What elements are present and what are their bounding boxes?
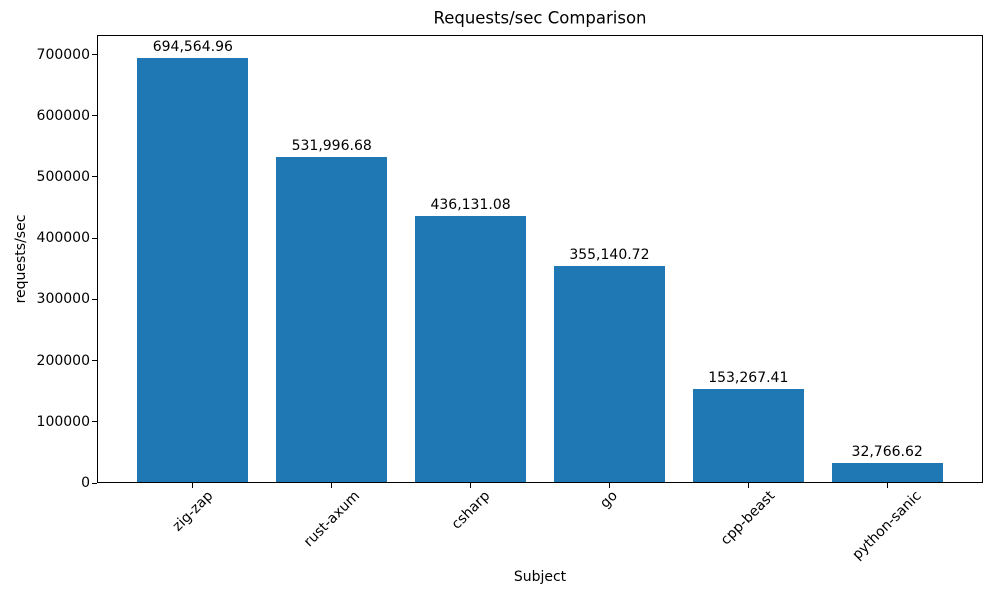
x-tick-mark xyxy=(747,483,749,488)
x-tick-mark xyxy=(470,483,472,488)
y-tick-label: 700000 xyxy=(36,46,90,63)
bar-value-label: 355,140.72 xyxy=(569,246,650,263)
x-tick-mark xyxy=(886,483,888,488)
chart-title: Requests/sec Comparison xyxy=(433,8,647,28)
y-tick-label: 0 xyxy=(81,475,90,491)
bar-value-label: 694,564.96 xyxy=(152,38,233,55)
x-tick-label: cpp-beast xyxy=(718,487,779,549)
y-tick-mark xyxy=(92,115,97,117)
bar-value-label: 436,131.08 xyxy=(430,197,511,214)
y-tick-label: 200000 xyxy=(36,352,90,369)
bar xyxy=(137,57,249,482)
x-tick-label: python-sanic xyxy=(849,487,925,564)
y-tick-label: 400000 xyxy=(36,230,90,247)
bar xyxy=(831,462,943,482)
y-axis-label: requests/sec xyxy=(13,214,29,304)
y-tick-mark xyxy=(92,482,97,484)
y-tick-label: 500000 xyxy=(36,168,90,185)
bar-value-label: 531,996.68 xyxy=(291,138,372,155)
bar-value-label: 153,267.41 xyxy=(708,370,789,387)
x-tick-label: go xyxy=(597,487,622,512)
y-tick-mark xyxy=(92,176,97,178)
y-tick-label: 100000 xyxy=(36,413,90,430)
y-tick-mark xyxy=(92,360,97,362)
bar-value-label: 32,766.62 xyxy=(851,443,923,460)
bar xyxy=(553,265,665,482)
x-tick-label: zig-zap xyxy=(169,487,217,535)
x-tick-label: rust-axum xyxy=(300,488,363,551)
x-tick-mark xyxy=(192,483,194,488)
y-tick-mark xyxy=(92,54,97,56)
bar xyxy=(276,157,388,482)
x-tick-mark xyxy=(331,483,333,488)
y-tick-mark xyxy=(92,298,97,300)
y-tick-label: 300000 xyxy=(36,291,90,308)
x-tick-label: csharp xyxy=(448,487,493,533)
y-tick-label: 600000 xyxy=(36,107,90,124)
bar xyxy=(415,216,527,482)
x-tick-mark xyxy=(608,483,610,488)
y-tick-mark xyxy=(92,421,97,423)
y-tick-mark xyxy=(92,237,97,239)
bar xyxy=(692,389,804,482)
x-axis-label: Subject xyxy=(513,569,567,585)
